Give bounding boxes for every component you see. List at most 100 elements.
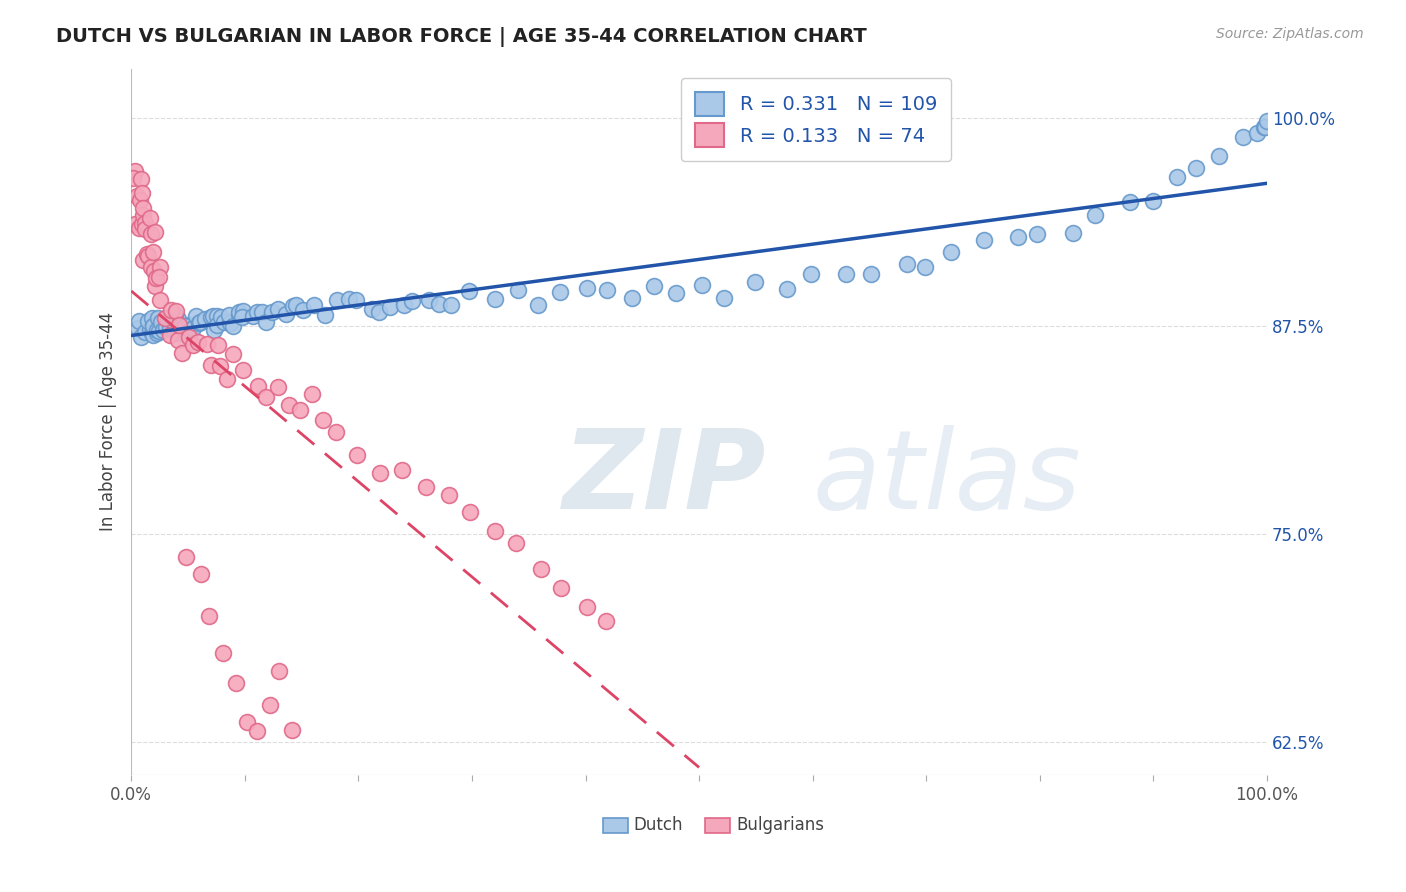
Point xyxy=(165,308,187,322)
Point xyxy=(153,310,176,325)
Point xyxy=(200,358,222,372)
Point xyxy=(368,304,391,318)
Point xyxy=(167,333,190,347)
Point xyxy=(202,323,225,337)
Point xyxy=(973,233,995,247)
Point xyxy=(208,359,231,373)
Point xyxy=(190,567,212,582)
Point xyxy=(621,291,644,305)
Text: ZIP: ZIP xyxy=(562,425,766,532)
Point xyxy=(247,379,270,393)
Point xyxy=(427,297,450,311)
Point xyxy=(235,715,257,730)
Point xyxy=(205,318,228,333)
Point xyxy=(394,298,416,312)
Legend: R = 0.331   N = 109, R = 0.133   N = 74: R = 0.331 N = 109, R = 0.133 N = 74 xyxy=(682,78,950,161)
Point xyxy=(138,211,160,225)
Point xyxy=(1062,226,1084,240)
Point xyxy=(218,308,240,322)
Point xyxy=(484,524,506,538)
Point xyxy=(288,403,311,417)
Point xyxy=(149,293,172,308)
Point xyxy=(595,614,617,628)
Point xyxy=(254,390,277,404)
Point xyxy=(142,318,165,333)
Point xyxy=(159,302,181,317)
Point xyxy=(177,318,200,333)
Point xyxy=(939,245,962,260)
Point xyxy=(1118,195,1140,210)
Point xyxy=(187,335,209,350)
Point xyxy=(193,311,215,326)
Point xyxy=(260,304,283,318)
Point xyxy=(596,283,619,297)
Point xyxy=(267,302,290,317)
Point xyxy=(176,549,198,564)
Point xyxy=(200,310,222,325)
Point xyxy=(225,675,247,690)
Point xyxy=(550,582,572,596)
Point xyxy=(209,310,232,324)
Point xyxy=(179,323,201,337)
Point xyxy=(172,346,194,360)
Point xyxy=(1256,114,1278,128)
Point xyxy=(1208,149,1230,163)
Point xyxy=(195,337,218,351)
Point xyxy=(162,312,184,326)
Point xyxy=(250,305,273,319)
Point xyxy=(172,321,194,335)
Point xyxy=(181,321,204,335)
Point xyxy=(131,218,153,232)
Point xyxy=(215,372,238,386)
Point xyxy=(232,304,254,318)
Point xyxy=(202,309,225,323)
Point xyxy=(337,293,360,307)
Point xyxy=(1185,161,1208,175)
Point xyxy=(207,337,229,351)
Point xyxy=(665,286,688,301)
Point xyxy=(526,297,548,311)
Point xyxy=(146,310,169,325)
Point xyxy=(439,487,461,501)
Point xyxy=(152,323,174,337)
Point xyxy=(184,309,207,323)
Point xyxy=(344,293,367,307)
Point xyxy=(914,260,936,274)
Point xyxy=(228,307,250,321)
Point xyxy=(256,314,278,328)
Point xyxy=(167,318,190,333)
Point xyxy=(530,562,553,576)
Point xyxy=(177,330,200,344)
Point xyxy=(1232,129,1254,144)
Point xyxy=(139,260,162,274)
Point xyxy=(1246,126,1268,140)
Point xyxy=(506,283,529,297)
Point xyxy=(484,292,506,306)
Point xyxy=(136,313,159,327)
Point xyxy=(134,325,156,339)
Point xyxy=(415,480,437,494)
Point xyxy=(148,270,170,285)
Point xyxy=(165,318,187,332)
Point xyxy=(124,163,146,178)
Point xyxy=(128,220,150,235)
Point xyxy=(291,303,314,318)
Point xyxy=(267,379,290,393)
Point xyxy=(285,298,308,312)
Text: DUTCH VS BULGARIAN IN LABOR FORCE | AGE 35-44 CORRELATION CHART: DUTCH VS BULGARIAN IN LABOR FORCE | AGE … xyxy=(56,27,868,46)
Point xyxy=(128,314,150,328)
Point xyxy=(370,466,392,480)
Point xyxy=(129,330,152,344)
Point xyxy=(124,217,146,231)
Point xyxy=(325,425,347,439)
Point xyxy=(231,310,253,325)
Point xyxy=(127,321,149,335)
Point xyxy=(1026,227,1049,241)
Point xyxy=(142,327,165,342)
Point xyxy=(380,301,402,315)
Point xyxy=(165,304,187,318)
Point xyxy=(457,284,479,298)
Point xyxy=(141,227,163,241)
Point xyxy=(138,249,160,263)
Point xyxy=(149,315,172,329)
